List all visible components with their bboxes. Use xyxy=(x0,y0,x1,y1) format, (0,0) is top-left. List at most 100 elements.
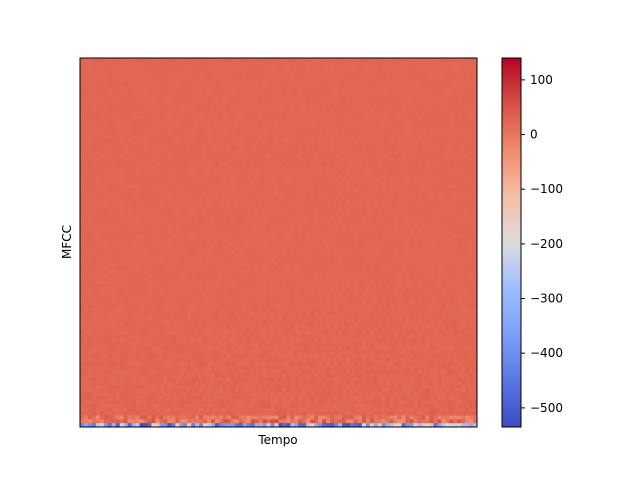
heatmap-cell xyxy=(100,173,104,177)
heatmap-cell xyxy=(457,158,461,162)
heatmap-cell xyxy=(279,104,283,108)
heatmap-cell xyxy=(374,212,378,216)
heatmap-cell xyxy=(445,162,449,166)
heatmap-cell xyxy=(195,139,199,143)
heatmap-cell xyxy=(417,208,421,212)
heatmap-cell xyxy=(271,81,275,85)
heatmap-cell xyxy=(334,227,338,231)
heatmap-cell xyxy=(370,231,374,235)
heatmap-cell xyxy=(223,212,227,216)
heatmap-cell xyxy=(171,85,175,89)
heatmap-cell xyxy=(410,189,414,193)
heatmap-cell xyxy=(235,135,239,139)
heatmap-cell xyxy=(163,93,167,97)
heatmap-cell xyxy=(223,104,227,108)
heatmap-cell xyxy=(203,158,207,162)
heatmap-cell xyxy=(318,150,322,154)
heatmap-cell xyxy=(116,58,120,62)
heatmap-cell xyxy=(116,212,120,216)
heatmap-cell xyxy=(151,89,155,93)
heatmap-cell xyxy=(350,127,354,131)
heatmap-cell xyxy=(402,158,406,162)
heatmap-cell xyxy=(84,108,88,112)
heatmap-cell xyxy=(410,89,414,93)
heatmap-cell xyxy=(314,166,318,170)
heatmap-cell xyxy=(433,235,437,239)
heatmap-cell xyxy=(183,150,187,154)
heatmap-cell xyxy=(116,158,120,162)
heatmap-cell xyxy=(318,108,322,112)
heatmap-cell xyxy=(421,158,425,162)
heatmap-cell xyxy=(175,185,179,189)
heatmap-cell xyxy=(358,77,362,81)
heatmap-cell xyxy=(394,123,398,127)
heatmap-cell xyxy=(282,235,286,239)
heatmap-cell xyxy=(159,177,163,181)
heatmap-cell xyxy=(100,143,104,147)
heatmap-cell xyxy=(406,200,410,204)
heatmap-cell xyxy=(445,212,449,216)
heatmap-cell xyxy=(128,116,132,120)
heatmap-cell xyxy=(271,104,275,108)
heatmap-cell xyxy=(358,112,362,116)
heatmap-cell xyxy=(144,181,148,185)
heatmap-cell xyxy=(183,66,187,70)
heatmap-cell xyxy=(453,81,457,85)
heatmap-cell xyxy=(433,150,437,154)
heatmap-cell xyxy=(136,70,140,74)
heatmap-cell xyxy=(215,196,219,200)
heatmap-cell xyxy=(136,162,140,166)
heatmap-cell xyxy=(243,193,247,197)
heatmap-cell xyxy=(433,108,437,112)
heatmap-cell xyxy=(84,131,88,135)
heatmap-cell xyxy=(239,189,243,193)
heatmap-cell xyxy=(469,58,473,62)
heatmap-cell xyxy=(171,127,175,131)
heatmap-cell xyxy=(290,196,294,200)
heatmap-cell xyxy=(310,135,314,139)
heatmap-cell xyxy=(263,143,267,147)
heatmap-cell xyxy=(469,208,473,212)
heatmap-cell xyxy=(116,100,120,104)
heatmap-cell xyxy=(144,185,148,189)
heatmap-cell xyxy=(231,196,235,200)
heatmap-cell xyxy=(294,131,298,135)
heatmap-cell xyxy=(175,204,179,208)
heatmap-cell xyxy=(112,227,116,231)
heatmap-cell xyxy=(445,189,449,193)
heatmap-cell xyxy=(223,85,227,89)
heatmap-cell xyxy=(247,73,251,77)
heatmap-cell xyxy=(132,120,136,124)
heatmap-cell xyxy=(159,116,163,120)
heatmap-cell xyxy=(207,120,211,124)
heatmap-cell xyxy=(124,127,128,131)
heatmap-cell xyxy=(215,120,219,124)
heatmap-cell xyxy=(179,100,183,104)
heatmap-cell xyxy=(338,246,342,250)
heatmap-cell xyxy=(175,100,179,104)
heatmap-cell xyxy=(171,196,175,200)
heatmap-cell xyxy=(239,150,243,154)
heatmap-cell xyxy=(179,77,183,81)
heatmap-cell xyxy=(159,212,163,216)
heatmap-cell xyxy=(92,185,96,189)
heatmap-cell xyxy=(191,204,195,208)
heatmap-cell xyxy=(199,150,203,154)
heatmap-cell xyxy=(326,223,330,227)
heatmap-cell xyxy=(271,231,275,235)
heatmap-cell xyxy=(326,193,330,197)
heatmap-cell xyxy=(279,166,283,170)
heatmap-cell xyxy=(211,239,215,243)
heatmap-cell xyxy=(88,177,92,181)
heatmap-cell xyxy=(235,96,239,100)
heatmap-cell xyxy=(398,62,402,66)
heatmap-cell xyxy=(314,150,318,154)
heatmap-cell xyxy=(406,104,410,108)
heatmap-cell xyxy=(302,116,306,120)
heatmap-cell xyxy=(437,85,441,89)
heatmap-cell xyxy=(163,89,167,93)
heatmap-cell xyxy=(116,116,120,120)
heatmap-cell xyxy=(382,112,386,116)
heatmap-cell xyxy=(406,189,410,193)
heatmap-cell xyxy=(231,89,235,93)
